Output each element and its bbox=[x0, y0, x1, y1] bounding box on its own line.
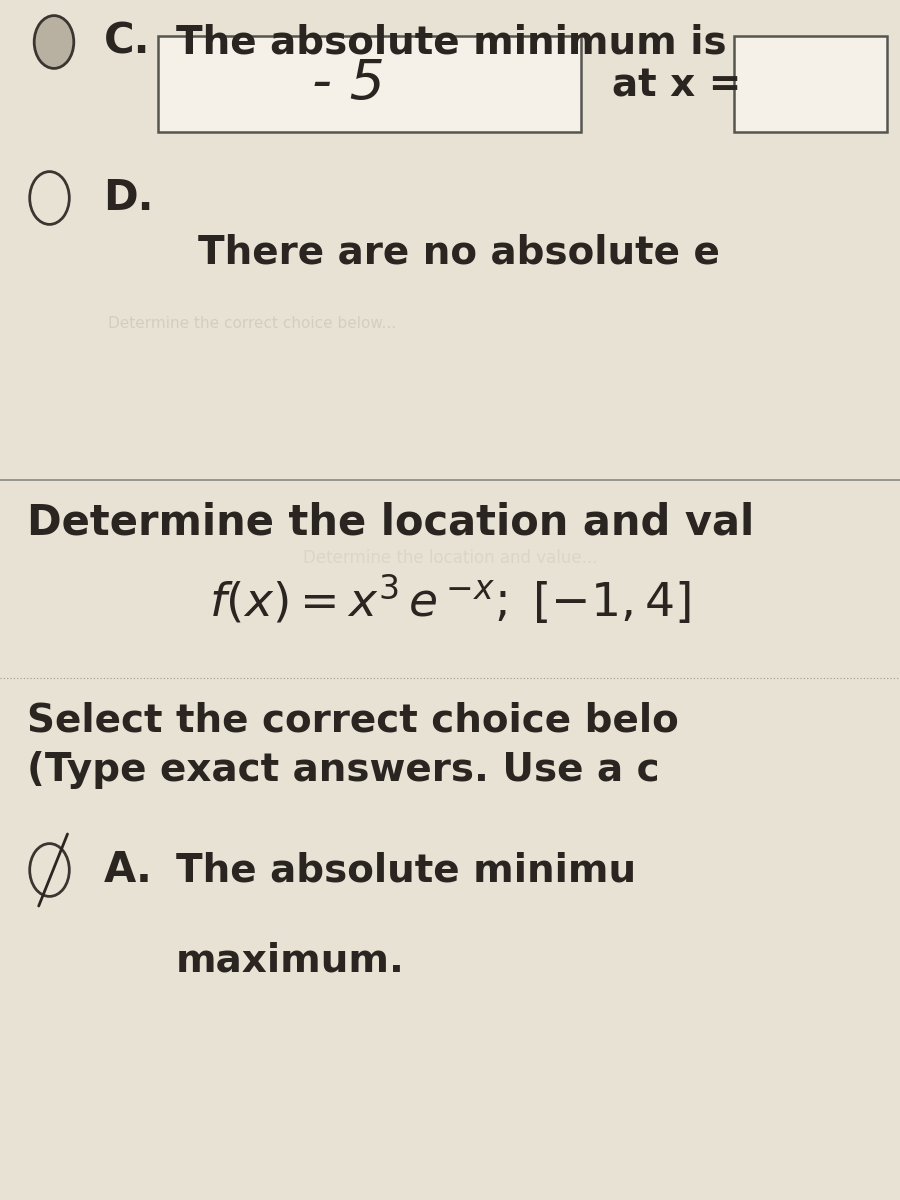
Text: (Type exact answers. Use a c: (Type exact answers. Use a c bbox=[27, 751, 660, 790]
Text: Select the correct choice belo: Select the correct choice belo bbox=[27, 701, 679, 739]
Text: A.: A. bbox=[104, 850, 152, 890]
Text: - 5: - 5 bbox=[312, 58, 384, 110]
Text: The absolute minimu: The absolute minimu bbox=[176, 851, 635, 889]
Text: C.: C. bbox=[104, 20, 150, 62]
Text: Determine the location and value...: Determine the location and value... bbox=[302, 550, 598, 566]
Text: The absolute minimum is: The absolute minimum is bbox=[176, 23, 726, 61]
Text: maximum.: maximum. bbox=[176, 941, 404, 979]
FancyBboxPatch shape bbox=[158, 36, 580, 132]
Text: at x =: at x = bbox=[612, 66, 742, 104]
Circle shape bbox=[34, 16, 74, 68]
Text: There are no absolute e: There are no absolute e bbox=[198, 233, 720, 271]
Text: $f(x)=x^3\,e\,^{-x};\;[-1,4]$: $f(x)=x^3\,e\,^{-x};\;[-1,4]$ bbox=[209, 572, 691, 626]
Text: D.: D. bbox=[104, 176, 154, 218]
Text: Determine the correct choice below...: Determine the correct choice below... bbox=[108, 317, 396, 331]
FancyBboxPatch shape bbox=[734, 36, 886, 132]
Text: Determine the location and val: Determine the location and val bbox=[27, 502, 754, 542]
